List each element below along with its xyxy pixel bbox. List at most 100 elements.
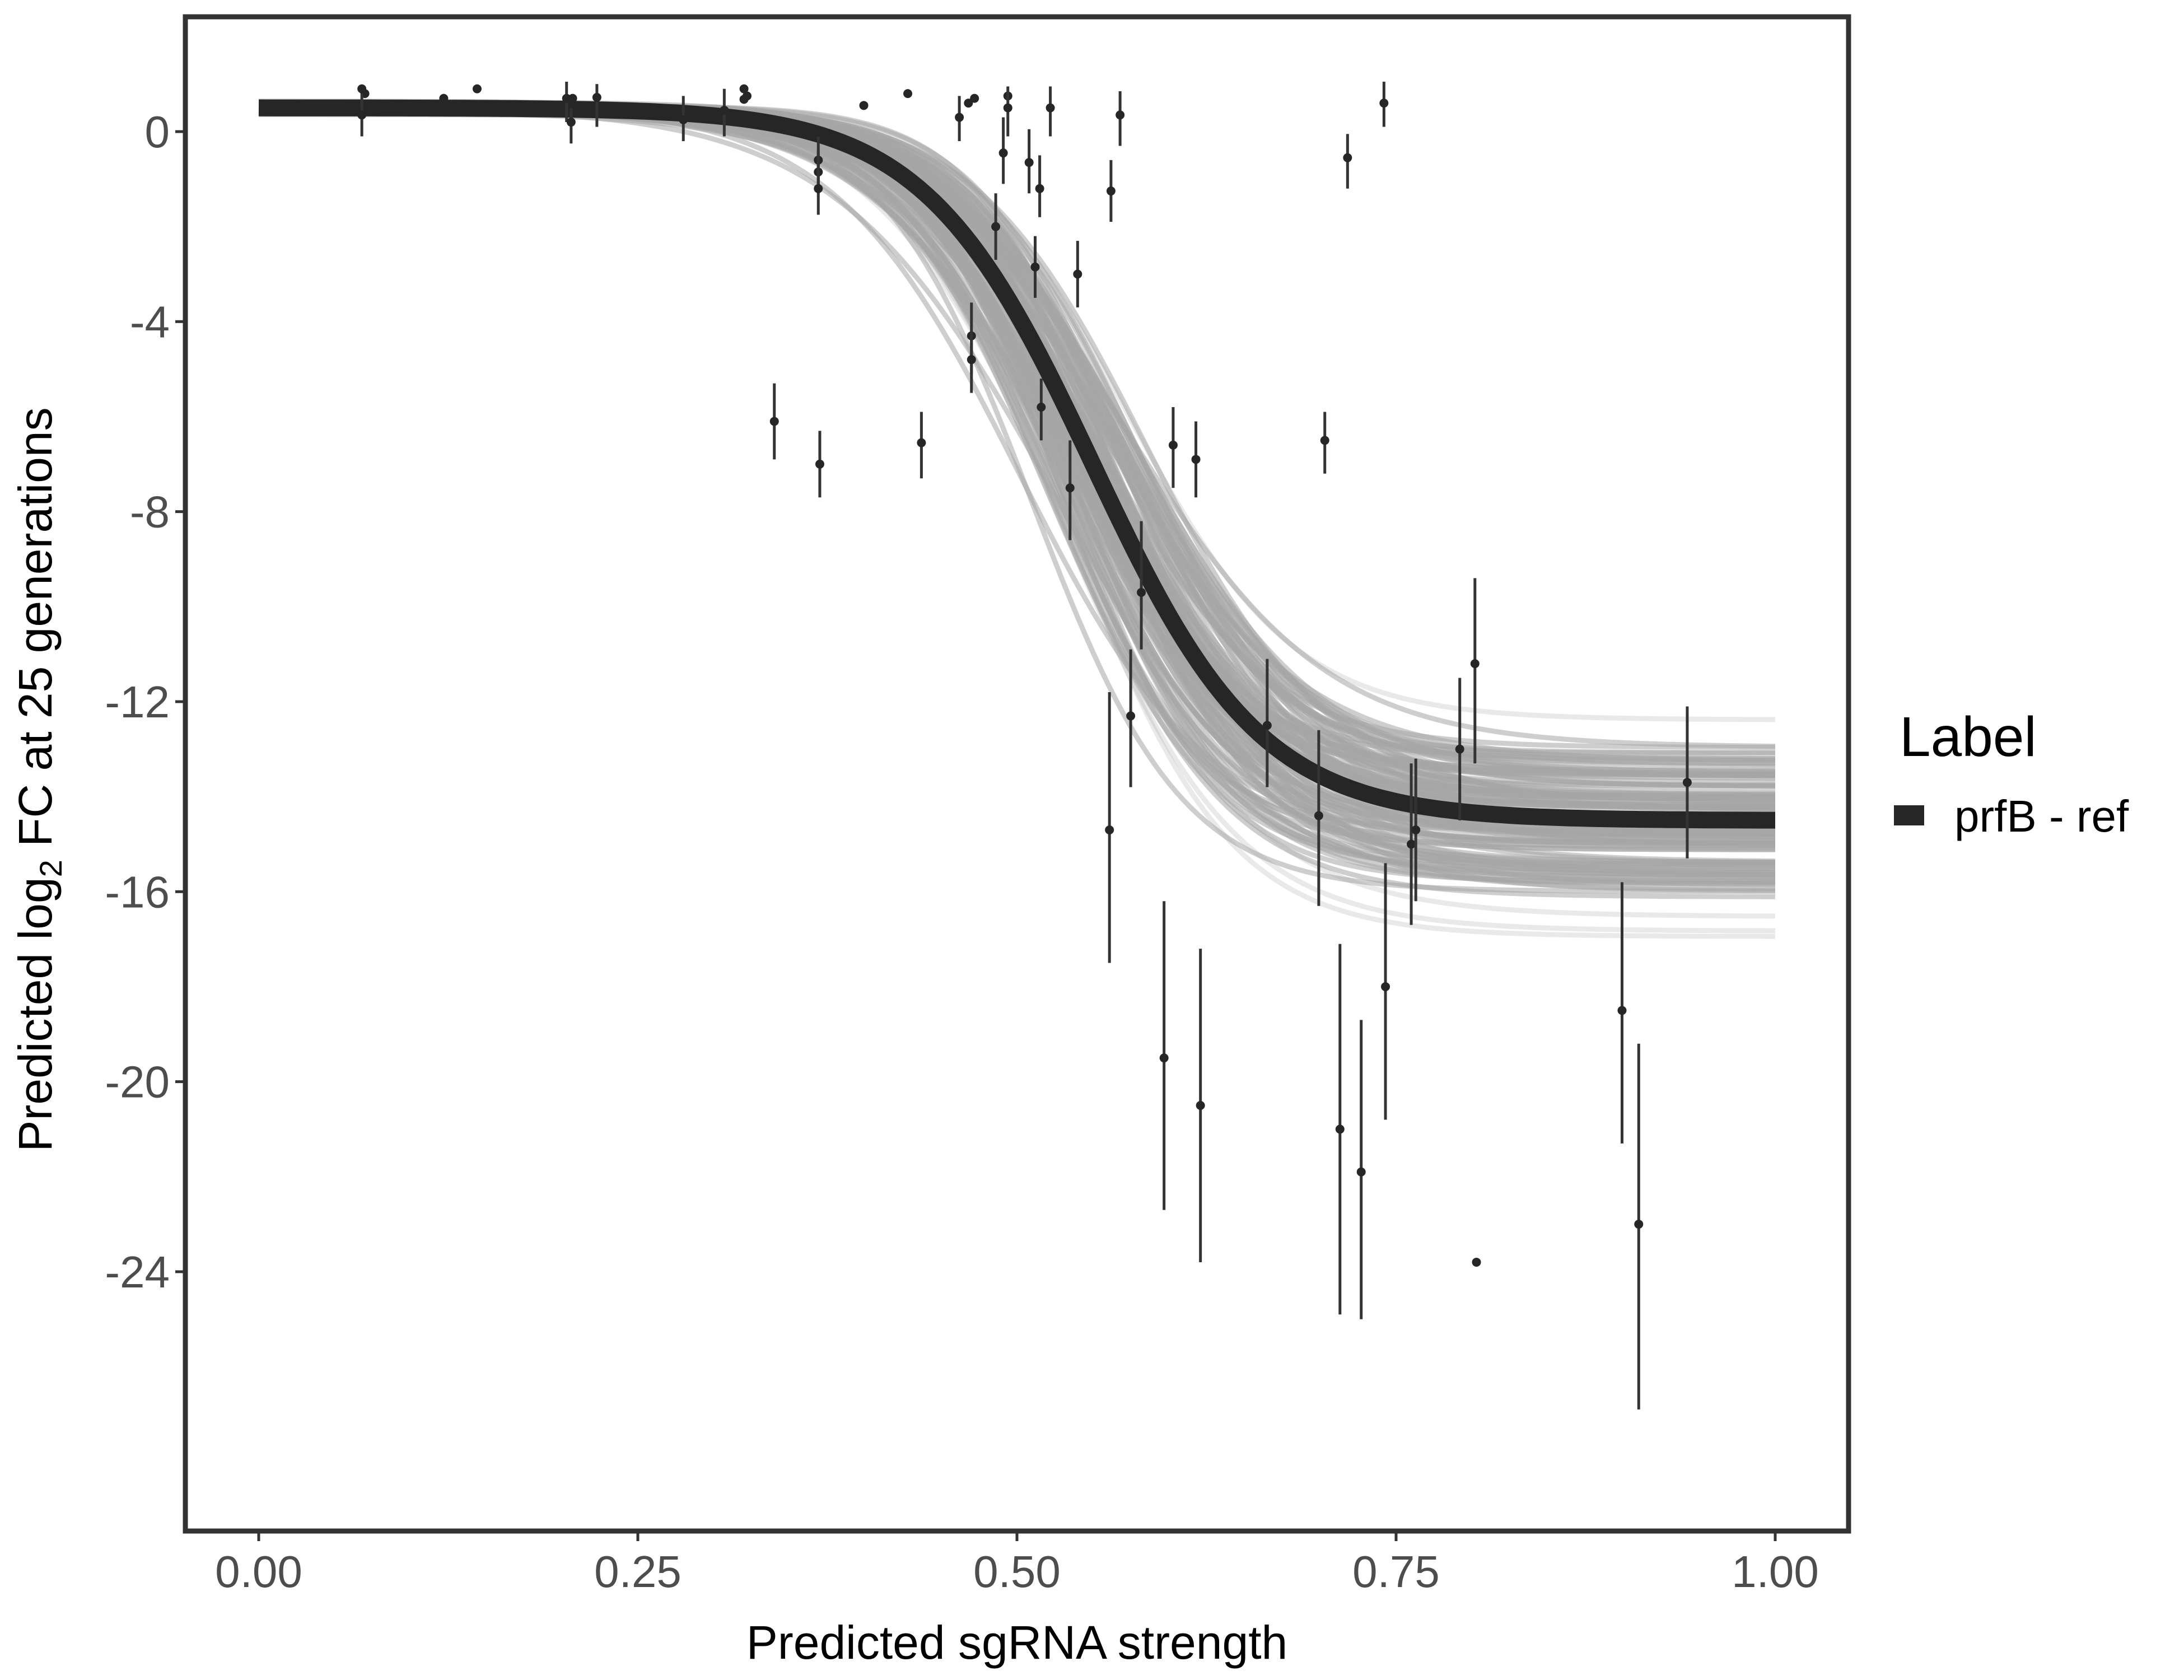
posterior-draw-line — [259, 101, 1776, 800]
data-point-group — [1046, 86, 1055, 137]
posterior-draw-line — [259, 106, 1776, 766]
data-point-group — [1335, 944, 1345, 1315]
data-point-group — [1003, 86, 1012, 137]
data-point-group — [1381, 863, 1390, 1120]
posterior-draw-line — [259, 109, 1775, 781]
data-point — [1037, 403, 1046, 412]
data-point-group — [1407, 763, 1416, 925]
data-point — [568, 94, 577, 103]
posterior-draw-line — [259, 102, 1776, 846]
data-point-group — [720, 88, 729, 137]
data-point — [1472, 1257, 1481, 1267]
legend-entry-label: prfB - ref — [1954, 791, 2129, 841]
data-point — [357, 110, 367, 120]
data-point — [917, 438, 926, 447]
data-point — [1024, 158, 1034, 167]
data-point — [769, 417, 779, 426]
y-tick-label: -20 — [105, 1057, 170, 1107]
data-point-group — [1116, 91, 1125, 146]
posterior-draw-line — [259, 99, 1775, 808]
legend: Label prfB - ref — [1894, 706, 2129, 841]
data-point-group — [859, 101, 869, 110]
data-point-group — [568, 94, 577, 103]
data-point — [1196, 1101, 1205, 1110]
fit-curve-prfB-ref — [258, 99, 1775, 829]
y-axis-title-part-1: Predicted log — [9, 877, 62, 1151]
posterior-draw-line — [259, 105, 1775, 778]
y-axis-title-part-2: FC at 25 generations — [9, 407, 62, 860]
data-point — [1381, 982, 1390, 991]
data-point — [1617, 1006, 1627, 1015]
data-point-group — [955, 96, 964, 141]
data-point — [991, 222, 1001, 231]
data-point — [1379, 99, 1389, 108]
posterior-draw-line — [259, 107, 1776, 767]
data-point-group — [769, 383, 779, 460]
posterior-draw-line — [259, 105, 1775, 799]
posterior-draw-line — [259, 109, 1776, 763]
posterior-draw-line — [258, 105, 1776, 779]
data-point-group — [1634, 1043, 1644, 1410]
y-tick-label: -12 — [105, 677, 170, 727]
posterior-draw-line — [259, 106, 1776, 769]
posterior-draw-line — [259, 99, 1776, 788]
x-tick-label: 0.50 — [973, 1547, 1061, 1597]
data-point — [967, 355, 976, 365]
data-point-group — [1159, 901, 1169, 1210]
data-point-group — [1379, 81, 1389, 127]
posterior-draw-line — [259, 109, 1775, 844]
data-point — [1030, 262, 1040, 272]
x-tick-label: 0.00 — [215, 1547, 302, 1597]
data-point — [1634, 1220, 1644, 1229]
data-point — [1455, 744, 1464, 754]
posterior-draw-line — [259, 106, 1776, 847]
data-point-group — [1682, 706, 1692, 858]
data-point — [1682, 778, 1692, 787]
data-point-group — [472, 84, 482, 94]
posterior-draw-line — [259, 105, 1775, 805]
data-point-group — [1262, 659, 1272, 787]
data-point — [1065, 483, 1075, 493]
data-point-group — [1191, 421, 1201, 498]
posterior-draw-line — [259, 101, 1775, 848]
data-point — [439, 94, 449, 103]
data-point-group — [1196, 949, 1205, 1262]
data-point — [1320, 436, 1329, 445]
data-point — [1073, 269, 1082, 279]
posterior-draw-line — [259, 101, 1775, 778]
posterior-draw-line — [258, 107, 1776, 774]
posterior-draw-line — [259, 106, 1776, 795]
data-point — [1335, 1124, 1345, 1134]
data-point-group — [917, 412, 926, 479]
data-point — [1105, 825, 1114, 835]
posterior-draw-line — [259, 106, 1776, 847]
data-point-group — [1617, 882, 1627, 1144]
data-point-group — [1065, 440, 1075, 540]
y-axis-title-subscript: 2 — [33, 860, 68, 877]
posterior-draw-line — [259, 107, 1775, 800]
posterior-draw-line — [259, 99, 1776, 802]
data-point-group — [1106, 160, 1116, 222]
fit-curve-layer — [258, 99, 1775, 829]
posterior-draw-line — [259, 104, 1775, 808]
data-point — [1470, 659, 1480, 669]
posterior-draw-line — [259, 106, 1775, 801]
data-point — [970, 94, 979, 103]
data-point — [903, 89, 913, 99]
posterior-draw-line — [259, 104, 1775, 773]
y-axis: 0 -4 -8 -12 -16 -20 -24 — [105, 107, 183, 1297]
data-point-group — [1343, 134, 1352, 189]
data-point — [1356, 1167, 1366, 1177]
data-point — [859, 101, 869, 110]
y-tick-label: -8 — [130, 487, 170, 537]
posterior-draw-line — [259, 100, 1775, 802]
posterior-draw-line — [259, 104, 1775, 801]
data-point-group — [1073, 241, 1082, 307]
posterior-draw-line — [259, 110, 1776, 846]
data-point — [815, 459, 824, 469]
data-point-group — [1126, 649, 1136, 787]
posterior-draw-line — [259, 102, 1776, 778]
data-point-group — [679, 96, 688, 141]
data-point — [1407, 839, 1416, 849]
